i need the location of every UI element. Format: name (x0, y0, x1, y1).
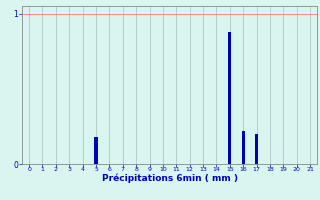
Bar (255, 134, 258, 164)
Bar (228, 32, 231, 164)
X-axis label: Précipitations 6min ( mm ): Précipitations 6min ( mm ) (102, 174, 238, 183)
Bar (94, 137, 98, 164)
Bar (242, 131, 245, 164)
